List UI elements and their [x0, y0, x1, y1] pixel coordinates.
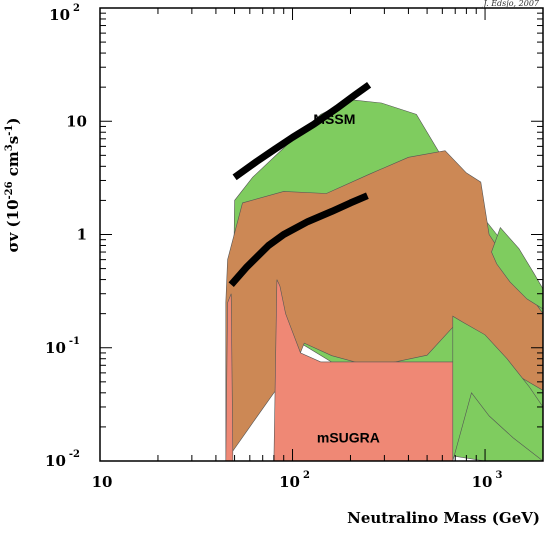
- y-axis-label: σv (10-26 cm3s-1): [4, 118, 22, 253]
- y-tick-label: 10 2: [49, 3, 80, 24]
- x-tick-label: 10: [92, 473, 113, 491]
- region-label-msugra: mSUGRA: [317, 430, 380, 446]
- region-msugra: [225, 279, 454, 461]
- y-tick-label: 10 -1: [45, 336, 80, 357]
- credit-label: J. Edsjo, 2007: [482, 0, 540, 8]
- x-tick-label: 10 3: [472, 470, 503, 491]
- region-band-4: [491, 227, 543, 310]
- y-tick-label: 1: [77, 226, 87, 244]
- regions-layer: [225, 99, 543, 461]
- x-axis-label: Neutralino Mass (GeV): [347, 509, 540, 527]
- ticks-layer: 10 10 2 10 3 10 -2 10 -1 1 10 10 2: [45, 3, 544, 491]
- x-tick-label: 10 2: [279, 470, 310, 491]
- region-label-mssm: MSSM: [313, 111, 355, 127]
- series-line-2: [228, 192, 369, 288]
- series-layer: [228, 81, 372, 288]
- y-tick-label: 10 -2: [45, 449, 80, 470]
- series-line-1: [232, 81, 372, 181]
- y-tick-label: 10: [66, 112, 87, 130]
- region-band-3: [452, 315, 543, 461]
- region-labels-layer: MSSM mSUGRA: [313, 111, 380, 446]
